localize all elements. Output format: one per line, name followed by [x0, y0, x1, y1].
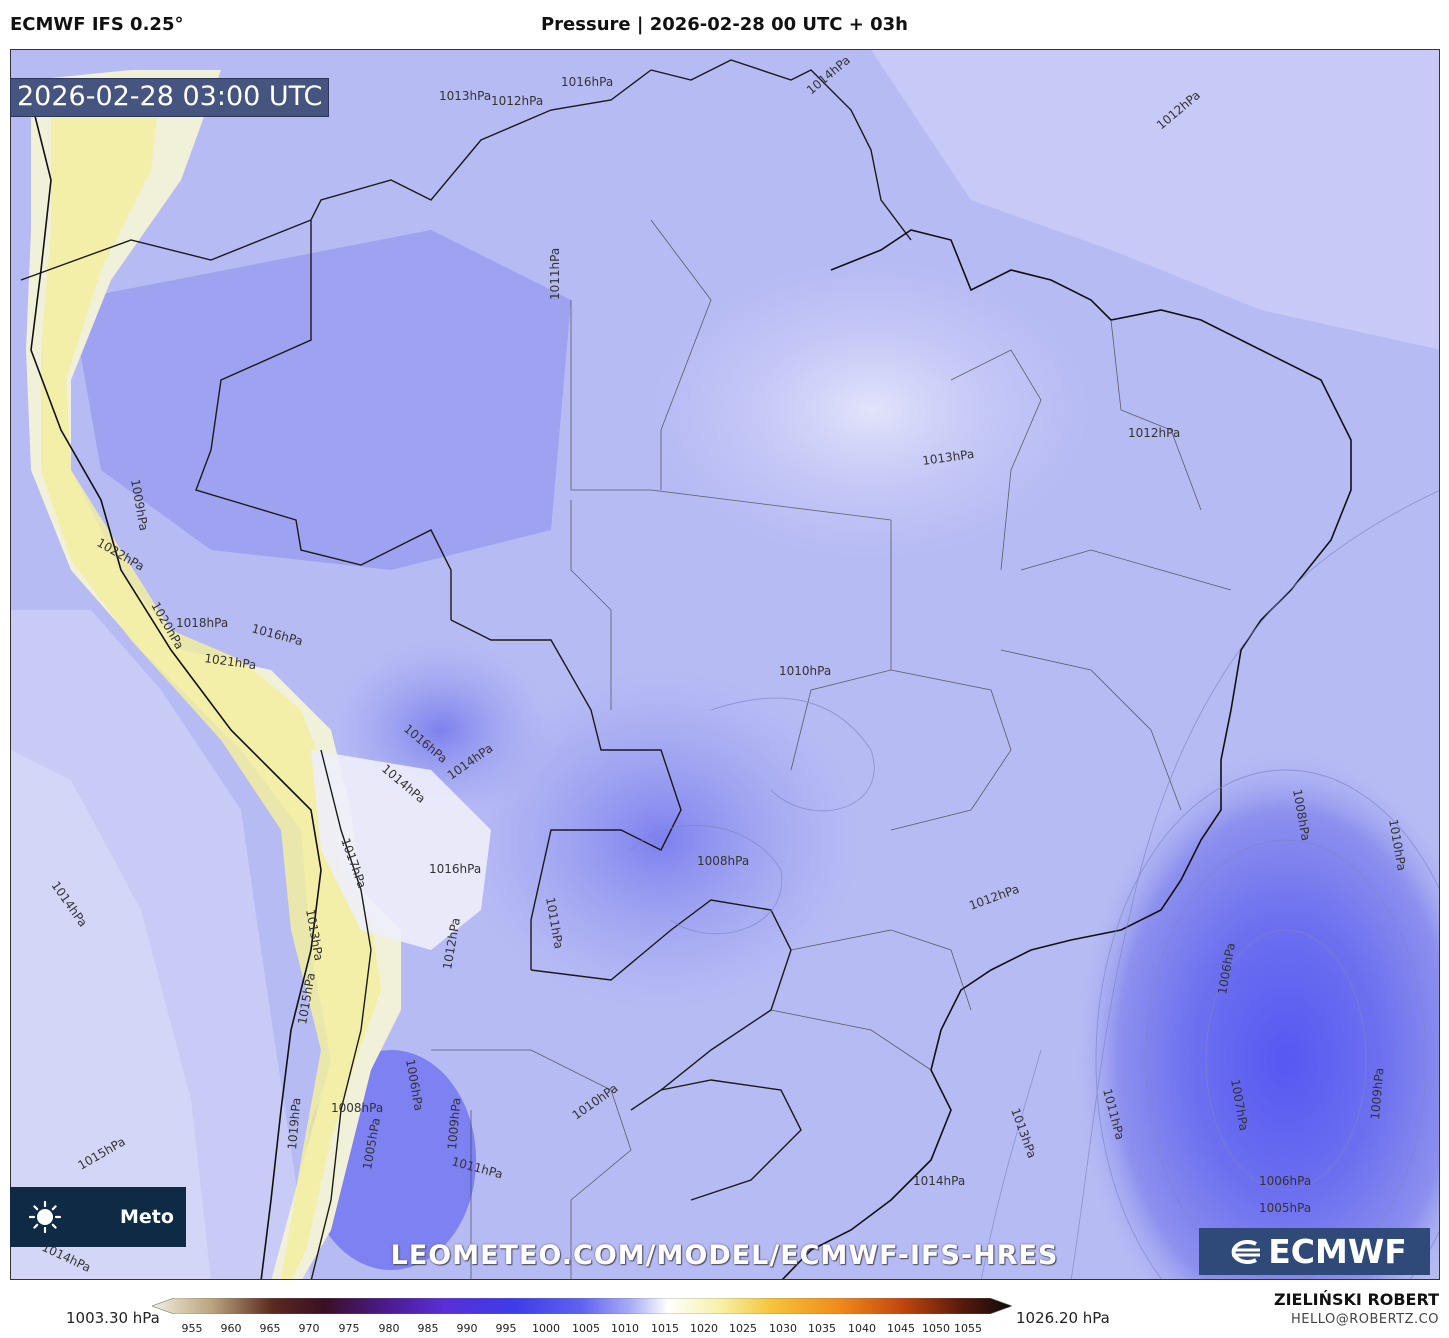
colorbar-tick: 1000 — [532, 1322, 560, 1335]
colorbar-max-label: 1026.20 hPa — [1016, 1309, 1110, 1327]
altiplano — [311, 750, 491, 950]
colorbar-tick: 990 — [456, 1322, 478, 1335]
state-border-11 — [570, 500, 612, 710]
colorbar-tick: 1015 — [651, 1322, 679, 1335]
isobar-1013 — [980, 1049, 1042, 1279]
atlantic-low — [1076, 750, 1439, 1279]
isobar-label: 1014hPa — [913, 1174, 965, 1188]
colorbar-tick: 1025 — [729, 1322, 757, 1335]
coastline — [30, 99, 1352, 1279]
border-north — [20, 69, 652, 281]
isobar-1011 — [1070, 490, 1439, 1279]
state-border-7 — [1000, 649, 1182, 811]
isobar-label: 1018hPa — [176, 616, 228, 630]
isobar-1008 — [1095, 769, 1439, 1279]
state-border-6 — [1020, 549, 1232, 591]
isobar-1007 — [1145, 839, 1427, 1279]
colorbar-tick: 1050 — [922, 1322, 950, 1335]
isobar-label: 1019hPa — [285, 1097, 303, 1150]
colorbar-tick: 965 — [259, 1322, 281, 1335]
isobar-label: 1016hPa — [561, 75, 613, 89]
isobar-1010 — [710, 697, 875, 812]
colorbar-tick: 1005 — [572, 1322, 600, 1335]
state-borders — [431, 219, 1232, 1279]
colorbar-tick: 975 — [338, 1322, 360, 1335]
state-border-4 — [950, 349, 1042, 571]
isobar-1006 — [1205, 929, 1367, 1191]
coastline-pacific — [30, 99, 322, 1279]
isobar-label: 1012hPa — [1128, 426, 1180, 440]
colorbar-tick: 1010 — [611, 1322, 639, 1335]
isobar-label: 1006hPa — [1259, 1174, 1311, 1188]
colorbar-tick: 960 — [220, 1322, 242, 1335]
isobar-label: 1009hPa — [445, 1097, 463, 1150]
colorbar-tick: 980 — [378, 1322, 400, 1335]
chart-title: Pressure | 2026-02-28 00 UTC + 03h — [540, 14, 908, 35]
isobar-1008b — [630, 824, 783, 935]
ecmwf-logo: ECMWF — [1199, 1228, 1430, 1275]
state-border-2 — [650, 219, 712, 490]
state-border-12 — [431, 1049, 632, 1201]
state-border-1 — [570, 300, 892, 521]
west-amazon-low — [71, 230, 571, 570]
state-border-9 — [790, 929, 972, 1011]
meteo-badge-label: Meto — [120, 1206, 174, 1228]
site-watermark: LEOMETEO.COM/MODEL/ECMWF-IFS-HRES — [390, 1240, 1059, 1271]
border-guianas — [650, 59, 912, 241]
isobar-label: 1013hPa — [439, 89, 491, 103]
colorbar-tick: 985 — [417, 1322, 439, 1335]
pressure-map[interactable]: 1016hPa 1013hPa 1012hPa 1014hPa 1011hPa … — [10, 49, 1440, 1280]
border-uruguay — [660, 1079, 802, 1201]
state-border-8 — [890, 669, 1012, 831]
border-chile — [310, 749, 372, 1279]
colorbar-tick: 1045 — [887, 1322, 915, 1335]
pacific-high — [11, 750, 211, 1279]
colorbar-min-label: 1003.30 hPa — [66, 1309, 160, 1327]
sun-icon — [28, 1200, 62, 1234]
colorbar-tick: 1030 — [769, 1322, 797, 1335]
meteo-badge[interactable]: Meto — [10, 1187, 186, 1247]
ecmwf-logo-text: ECMWF — [1268, 1232, 1407, 1271]
border-paraguay — [530, 899, 792, 1111]
colorbar — [152, 1298, 1012, 1314]
map-canvas: 1016hPa 1013hPa 1012hPa 1014hPa 1011hPa … — [11, 50, 1439, 1279]
ecmwf-mark-icon — [1231, 1239, 1261, 1264]
colorbar-ticks: 955 960 965 970 975 980 985 990 995 1000… — [0, 1322, 1449, 1338]
isobar-label: 1008hPa — [697, 854, 749, 868]
isobars — [630, 490, 1439, 1279]
valid-time-badge: 2026-02-28 03:00 UTC — [10, 78, 330, 117]
isobar-label: 1016hPa — [429, 862, 481, 876]
colorbar-tick: 995 — [495, 1322, 517, 1335]
state-border-3 — [790, 520, 892, 771]
colorbar-tick: 1040 — [848, 1322, 876, 1335]
isobar-label: 1011hPa — [548, 248, 562, 300]
isobar-label: 1009hPa — [1368, 1067, 1386, 1120]
colorbar-tick: 955 — [181, 1322, 203, 1335]
author-email[interactable]: HELLO@ROBERTZ.CO — [1290, 1312, 1439, 1327]
border-west — [195, 220, 452, 620]
colorbar-tick: 1035 — [808, 1322, 836, 1335]
state-border-5 — [1110, 319, 1202, 511]
colorbar-tick: 970 — [298, 1322, 320, 1335]
model-name: ECMWF IFS 0.25° — [10, 14, 184, 35]
coastline-atlantic — [781, 229, 1352, 1279]
colorbar-tick: 1055 — [954, 1322, 982, 1335]
isobar-label: 1005hPa — [1259, 1201, 1311, 1215]
isobar-label: 1008hPa — [331, 1101, 383, 1115]
amazon-high — [651, 260, 1091, 560]
colorbar-tick: 1020 — [690, 1322, 718, 1335]
isobar-label: 1010hPa — [779, 664, 831, 678]
andes-crest — [41, 80, 381, 1279]
country-borders — [20, 59, 912, 1279]
atlantic-north-field — [871, 50, 1439, 350]
border-bolivia — [450, 619, 682, 970]
chaco-low — [461, 670, 861, 1010]
author-name: ZIELIŃSKI ROBERT — [1273, 1290, 1439, 1309]
isobar-label: 1012hPa — [491, 94, 543, 108]
state-border-10 — [770, 1009, 932, 1071]
